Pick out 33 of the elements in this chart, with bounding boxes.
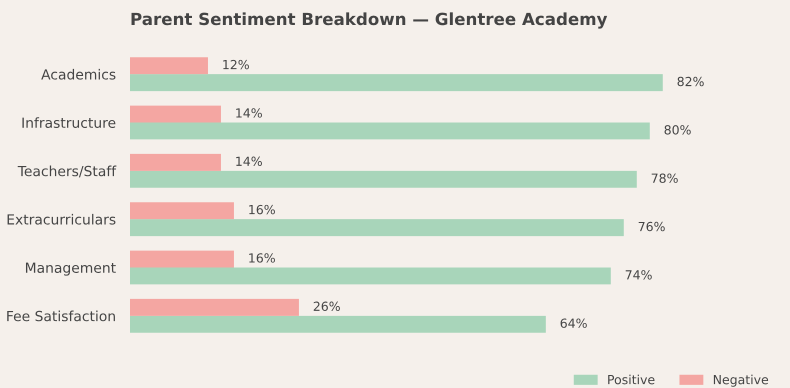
- data-label: 74%: [626, 270, 652, 280]
- bar: [130, 170, 637, 188]
- y-tick-label: Extracurriculars: [8, 214, 116, 225]
- data-label: 78%: [652, 173, 678, 183]
- y-tick-label: Teachers/Staff: [18, 166, 116, 178]
- bar: [130, 202, 234, 220]
- bar: [130, 250, 234, 268]
- bar: [130, 219, 624, 236]
- data-label: 26%: [314, 302, 340, 311]
- bar: [130, 57, 208, 74]
- chart-title: Parent Sentiment Breakdown — Glentree Academy: [132, 12, 608, 29]
- data-label: 14%: [236, 108, 262, 118]
- bar: [130, 74, 663, 92]
- legend-label: Negative: [714, 374, 768, 387]
- data-label: 82%: [678, 76, 704, 86]
- y-tick-label: Infrastructure: [22, 117, 116, 128]
- bar: [130, 298, 299, 316]
- data-label: 14%: [236, 156, 262, 166]
- data-label: 64%: [560, 318, 587, 328]
- data-label: 76%: [638, 222, 665, 232]
- data-label: 16%: [249, 204, 275, 214]
- data-label: 80%: [664, 125, 691, 135]
- bar: [130, 106, 221, 122]
- bar: [130, 154, 221, 171]
- bar: [130, 316, 546, 333]
- y-tick-label: Academics: [41, 68, 116, 80]
- data-label: 12%: [223, 60, 249, 70]
- legend-label: Positive: [608, 374, 654, 384]
- y-tick-label: Fee Satisfaction: [7, 310, 115, 322]
- bar: [130, 268, 611, 284]
- y-tick-label: Management: [26, 262, 116, 276]
- bar: [130, 122, 650, 140]
- data-label: 16%: [249, 253, 275, 263]
